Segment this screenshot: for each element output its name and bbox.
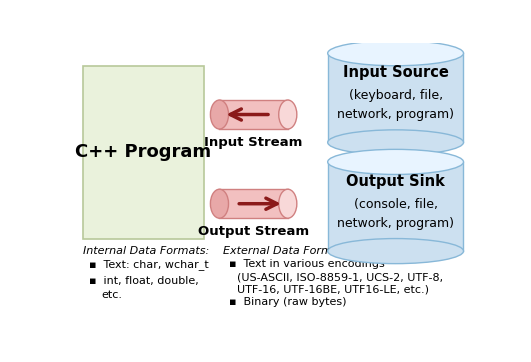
Text: etc.: etc. xyxy=(101,290,122,300)
Text: Internal Data Formats:: Internal Data Formats: xyxy=(83,245,209,256)
Ellipse shape xyxy=(328,150,464,174)
Bar xyxy=(328,53,464,142)
Text: External Data Formats:: External Data Formats: xyxy=(223,245,353,256)
Ellipse shape xyxy=(210,189,228,218)
FancyBboxPatch shape xyxy=(83,66,204,239)
Text: ▪  Binary (raw bytes): ▪ Binary (raw bytes) xyxy=(229,297,346,307)
Ellipse shape xyxy=(328,41,464,66)
Text: (console, file,
network, program): (console, file, network, program) xyxy=(337,198,454,230)
Bar xyxy=(219,100,288,129)
Ellipse shape xyxy=(279,189,297,218)
Text: Input Source: Input Source xyxy=(342,65,449,80)
Bar xyxy=(219,189,288,218)
Ellipse shape xyxy=(328,239,464,264)
Text: UTF-16, UTF-16BE, UTF16-LE, etc.): UTF-16, UTF-16BE, UTF16-LE, etc.) xyxy=(237,285,429,295)
Ellipse shape xyxy=(328,130,464,155)
Ellipse shape xyxy=(279,100,297,129)
Text: C++ Program: C++ Program xyxy=(75,143,211,161)
Text: (keyboard, file,
network, program): (keyboard, file, network, program) xyxy=(337,89,454,121)
Text: ▪  Text: char, wchar_t: ▪ Text: char, wchar_t xyxy=(89,260,209,270)
Bar xyxy=(328,162,464,251)
Text: ▪  int, float, double,: ▪ int, float, double, xyxy=(89,276,199,286)
Text: Output Stream: Output Stream xyxy=(198,225,309,238)
Text: Output Sink: Output Sink xyxy=(346,174,445,189)
Ellipse shape xyxy=(210,100,228,129)
Text: Input Stream: Input Stream xyxy=(204,136,303,149)
Text: ▪  Text in various encodings: ▪ Text in various encodings xyxy=(229,260,384,269)
Text: (US-ASCII, ISO-8859-1, UCS-2, UTF-8,: (US-ASCII, ISO-8859-1, UCS-2, UTF-8, xyxy=(237,273,443,283)
